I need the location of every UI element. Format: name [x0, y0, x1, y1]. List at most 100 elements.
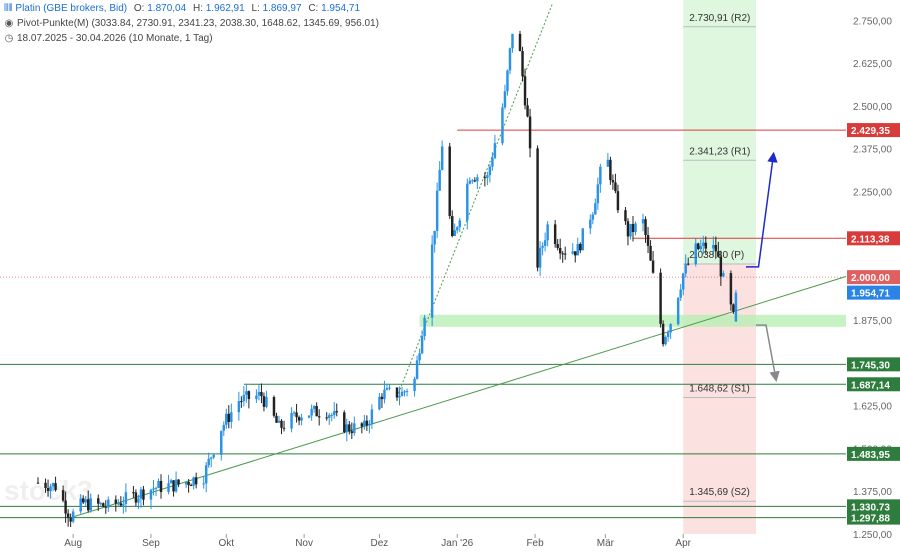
candle-body [664, 337, 667, 345]
candle-body [631, 223, 635, 233]
ohlc-open: 1.870,04 [147, 3, 187, 14]
round-number-tag-label: 2.000,00 [851, 273, 890, 284]
candle-body [415, 360, 419, 379]
support-tag-label: 1.687,14 [851, 380, 890, 391]
candle-body [420, 336, 424, 354]
candle-body [297, 417, 301, 421]
pivot-label: 1.345,69 (S2) [689, 487, 750, 498]
candle-body [388, 387, 391, 389]
candle-body [599, 166, 602, 185]
candle-body [139, 489, 143, 499]
candle-body [245, 391, 248, 395]
candle-body [634, 223, 637, 233]
candle-body [275, 415, 278, 423]
candle-body [187, 481, 190, 486]
candle-body [119, 503, 123, 506]
candle-body [574, 251, 577, 256]
candle-body [353, 423, 356, 434]
candle-body [54, 483, 57, 491]
y-tick-label: 1.375,00 [853, 487, 892, 498]
candle-body [699, 245, 702, 250]
candle-body [468, 180, 472, 184]
candle-body [257, 391, 261, 396]
candle-body [714, 244, 718, 252]
candle-body [581, 228, 585, 251]
candle-body [265, 397, 268, 407]
candle-body [430, 244, 434, 318]
candle-body [526, 105, 529, 117]
candle-body [729, 273, 733, 305]
candle-body [418, 353, 421, 361]
candle-body [86, 499, 90, 511]
support-tag [847, 510, 900, 525]
pivot-label: 2.341,23 (R1) [689, 146, 750, 157]
candle-body [277, 420, 281, 423]
candle-body [694, 243, 697, 265]
candle-body [579, 244, 582, 251]
y-tick-label: 1.875,00 [853, 316, 892, 327]
candle-body [576, 244, 579, 256]
candle-body [137, 498, 140, 503]
y-tick-label: 2.500,00 [853, 102, 892, 113]
candle-body [202, 483, 205, 485]
candle-body [99, 503, 102, 505]
candle-body [458, 220, 461, 228]
candle-body [591, 214, 595, 220]
candle-body [142, 489, 145, 500]
pivot-upper-zone [683, 0, 756, 265]
candle-body [44, 482, 47, 489]
candle-body [398, 395, 401, 398]
support-tag-label: 1.483,95 [851, 450, 890, 461]
candle-body [114, 499, 118, 504]
candle-body [71, 511, 75, 522]
candle-body [546, 224, 549, 241]
candle-body [69, 517, 72, 522]
candle-body [79, 498, 82, 512]
candle-body [282, 427, 286, 429]
candle-body [335, 411, 338, 413]
candle-body [536, 148, 539, 268]
candle-body [312, 406, 316, 409]
candle-body [686, 263, 690, 265]
candle-body [240, 401, 243, 403]
candle-body [488, 166, 492, 176]
candle-body [212, 454, 215, 458]
candle-body [189, 485, 193, 487]
candle-body [368, 423, 371, 426]
candle-body [616, 191, 620, 211]
candle-body [702, 242, 705, 246]
candle-body [435, 190, 439, 231]
resistance-tag-label: 2.113,38 [851, 234, 890, 245]
candle-body [227, 413, 231, 422]
candle-body [486, 175, 489, 178]
instrument-info: ⫴⫴ Platin (GBE brokers, Bid) O: 1.870,04 … [4, 3, 360, 14]
support-tag-label: 1.330,73 [851, 502, 890, 513]
candle-body [451, 216, 454, 236]
candle-body [149, 489, 153, 500]
range-text: 18.07.2025 - 30.04.2026 (10 Monate, 1 Ta… [17, 33, 213, 44]
candle-body [247, 391, 251, 400]
candle-body [262, 396, 266, 407]
candle-body [629, 223, 632, 237]
pivot-lower-zone [683, 264, 756, 534]
candle-body [194, 477, 198, 485]
candle-body [606, 159, 610, 167]
candle-body [561, 253, 564, 255]
ohlc-low: 1.869,97 [262, 3, 302, 14]
round-number-tag [847, 270, 900, 285]
candle-body [365, 420, 369, 426]
candle-body [307, 415, 311, 418]
candle-body [360, 423, 364, 427]
candle-body [378, 396, 381, 410]
candle-body [556, 244, 559, 249]
candle-body [122, 503, 125, 506]
candle-body [209, 457, 213, 459]
candle-body [558, 248, 562, 254]
candle-body [609, 159, 612, 181]
candle-body [466, 183, 469, 221]
candle-body [413, 378, 416, 392]
candle-body [280, 420, 283, 428]
candle-body [543, 240, 547, 246]
candle-body [272, 397, 276, 416]
